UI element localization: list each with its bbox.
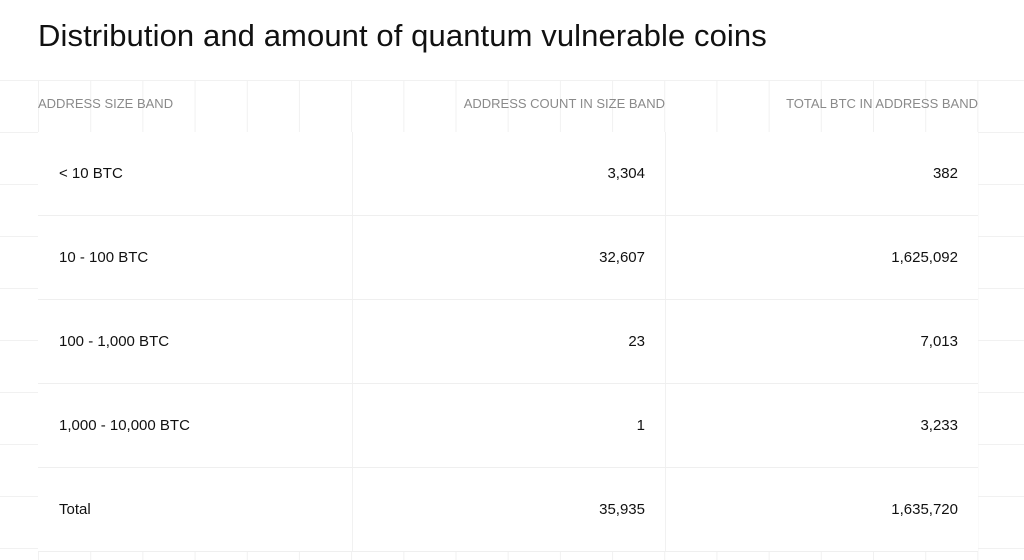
total-btc-cell: 7,013 xyxy=(920,333,958,350)
page-title: Distribution and amount of quantum vulne… xyxy=(38,18,767,53)
total-btc-cell: 1,625,092 xyxy=(891,249,958,266)
column-divider xyxy=(665,132,666,552)
size-band-cell: < 10 BTC xyxy=(59,165,123,182)
column-header-total-btc: TOTAL BTC IN ADDRESS BAND xyxy=(786,96,978,111)
column-header-address-count: ADDRESS COUNT IN SIZE BAND xyxy=(463,96,665,111)
size-band-cell: 10 - 100 BTC xyxy=(59,249,149,266)
size-band-cell: 100 - 1,000 BTC xyxy=(59,333,170,350)
total-btc-cell: 382 xyxy=(932,165,958,182)
table-row-total: Total 35,935 1,635,720 xyxy=(38,468,978,552)
size-band-cell: 1,000 - 10,000 BTC xyxy=(59,417,190,434)
address-count-cell: 3,304 xyxy=(607,165,645,182)
distribution-table: < 10 BTC 3,304 382 10 - 100 BTC 32,607 1,625,… xyxy=(38,132,978,552)
table-row: < 10 BTC 3,304 382 xyxy=(38,132,978,216)
title-bar xyxy=(0,0,1024,80)
size-band-cell: Total xyxy=(59,501,91,518)
total-btc-cell: 3,233 xyxy=(920,417,958,434)
total-btc-cell: 1,635,720 xyxy=(891,501,958,518)
address-count-cell: 35,935 xyxy=(599,501,645,518)
column-divider xyxy=(352,132,353,552)
column-header-size-band: ADDRESS SIZE BAND xyxy=(38,96,174,111)
address-count-cell: 1 xyxy=(636,417,645,434)
table-row: 100 - 1,000 BTC 23 7,013 xyxy=(38,300,978,384)
table-row: 10 - 100 BTC 32,607 1,625,092 xyxy=(38,216,978,300)
address-count-cell: 32,607 xyxy=(599,249,645,266)
table-row: 1,000 - 10,000 BTC 1 3,233 xyxy=(38,384,978,468)
address-count-cell: 23 xyxy=(628,333,645,350)
